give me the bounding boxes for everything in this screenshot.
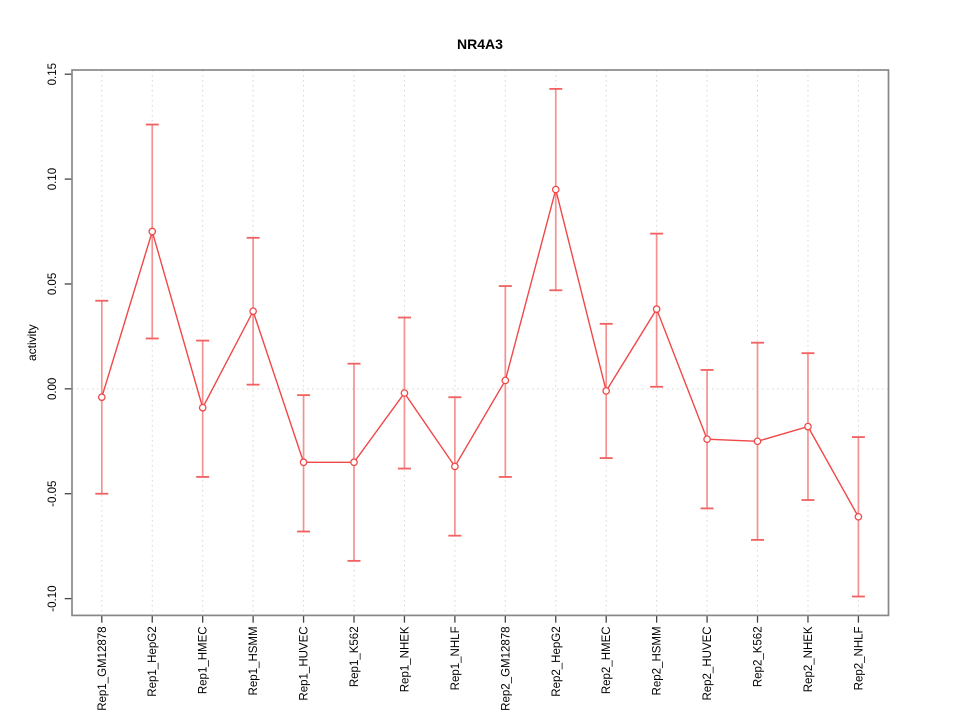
x-tick-label: Rep2_NHEK	[803, 626, 815, 692]
x-tick-label: Rep2_NHLF	[853, 626, 865, 690]
y-tick-label: 0.15	[47, 63, 59, 85]
data-series	[97, 185, 863, 521]
x-tick-label: Rep2_HMEC	[601, 626, 613, 694]
x-tick-label: Rep1_HSMM	[248, 626, 260, 695]
data-point-Rep2_GM12878	[501, 376, 510, 385]
data-point-Rep2_HepG2	[551, 185, 560, 194]
y-tick-label: -0.05	[47, 481, 59, 507]
data-point-Rep1_NHLF	[451, 462, 459, 471]
x-tick-label: Rep1_GM12878	[97, 626, 109, 710]
x-tick-label: Rep1_HUVEC	[299, 626, 311, 700]
x-tick-label: Rep1_K562	[349, 626, 361, 687]
data-point-Rep2_HMEC	[602, 387, 611, 395]
axes: -0.10 -0.05 0.00 0.05 0.10 0.15 Rep1_GM12878 Re…	[47, 63, 865, 711]
error-bars	[95, 87, 865, 598]
data-point-Rep2_HUVEC	[703, 435, 711, 444]
data-point-Rep2_NHEK	[804, 422, 812, 431]
y-tick-label: -0.10	[47, 586, 59, 612]
chart-title: NR4A3	[457, 36, 503, 52]
data-point-Rep2_K562	[753, 437, 762, 446]
data-point-Rep2_NHLF	[854, 512, 863, 521]
x-tick-label: Rep2_HepG2	[551, 626, 563, 696]
data-point-Rep1_GM12878	[97, 393, 106, 402]
data-point-Rep1_HepG2	[148, 227, 157, 236]
y-tick-label: 0.10	[47, 168, 59, 190]
y-tick-label: 0.05	[47, 273, 59, 295]
plot-border	[71, 69, 890, 617]
data-point-Rep1_K562	[350, 458, 358, 467]
data-point-Rep1_HUVEC	[299, 458, 308, 467]
y-axis-label: activity	[25, 324, 39, 361]
x-tick-label: Rep2_GM12878	[500, 626, 512, 710]
x-tick-label: Rep2_K562	[753, 626, 765, 687]
data-point-Rep2_HSMM	[652, 305, 661, 313]
data-point-Rep1_HSMM	[249, 307, 257, 316]
data-point-Rep1_HMEC	[198, 403, 207, 412]
x-tick-label: Rep1_NHEK	[399, 626, 411, 692]
y-tick-label: 0.00	[47, 378, 59, 400]
x-tick-label: Rep1_HMEC	[198, 626, 210, 694]
x-tick-label: Rep2_HSMM	[652, 626, 664, 695]
x-tick-label: Rep2_HUVEC	[702, 626, 714, 700]
series-line	[101, 189, 860, 518]
x-tick-label: Rep1_NHLF	[450, 626, 462, 690]
gridlines	[72, 70, 889, 616]
data-point-Rep1_NHEK	[400, 389, 409, 397]
x-tick-label: Rep1_HepG2	[147, 626, 159, 696]
